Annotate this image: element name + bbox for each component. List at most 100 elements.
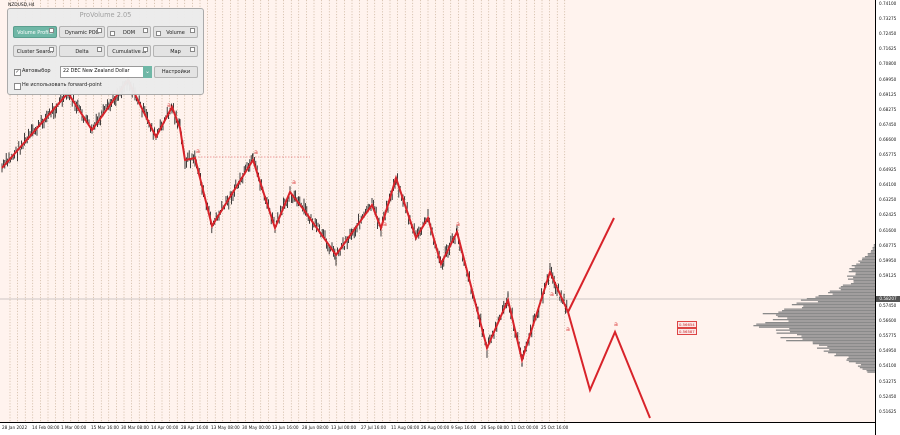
symbol-select[interactable]: 22 DEC New Zealand Dollar ⌄ — [60, 66, 152, 78]
provolume-panel: ProVolume 2.05 Volume Profile Dynamic PO… — [7, 8, 204, 95]
map-label: Map — [170, 49, 181, 55]
settings-button[interactable]: Настройки — [154, 66, 198, 78]
price-tick-label: 0.67450 — [879, 121, 897, 127]
profile-bar — [818, 344, 875, 346]
profile-bar — [789, 328, 875, 330]
forward-point-label: Не использовать forward-point — [22, 82, 102, 88]
profile-bar — [862, 368, 875, 370]
wave-marks: a a a a a a a a a — [167, 101, 618, 333]
profile-bar — [780, 337, 875, 339]
profile-bar — [796, 302, 875, 304]
profile-bar — [753, 325, 875, 327]
price-tick-label: 0.54950 — [879, 348, 897, 354]
profile-bar — [859, 367, 875, 369]
profile-bar — [872, 248, 875, 250]
time-tick-label: 1 Mar 00:00 — [61, 425, 87, 430]
level-tag-lower: 0.56587 — [677, 328, 697, 335]
profile-bar — [782, 310, 875, 312]
profile-bar — [834, 355, 875, 357]
time-tick-label: 26 Sep 08:00 — [481, 425, 509, 430]
profile-bar — [858, 260, 875, 262]
profile-bar — [812, 341, 875, 343]
profile-bar — [829, 349, 875, 351]
price-tick-label: 0.68275 — [879, 106, 897, 112]
projection-down — [567, 311, 651, 419]
profile-bar — [778, 311, 875, 313]
profile-bar — [870, 250, 875, 252]
wave-mark: a — [254, 148, 258, 156]
price-tick-label: 0.74100 — [879, 1, 897, 6]
profile-bar — [815, 296, 875, 298]
time-axis[interactable]: 28 Jan 2022 14 Feb 08:00 1 Mar 00:00 15 Mar… — [0, 422, 875, 435]
profile-bar — [784, 308, 875, 310]
profile-bar — [848, 271, 875, 273]
profile-bar — [872, 247, 875, 249]
dynamic-poc-label: Dynamic POC — [64, 30, 100, 36]
price-tick-label: 0.73275 — [879, 16, 897, 22]
price-tick-label: 0.69950 — [879, 76, 897, 82]
checkbox-icon — [156, 31, 161, 36]
profile-bar — [857, 365, 875, 367]
price-tick-label: 0.60775 — [879, 242, 897, 248]
symbol-label: NZDUSD,H4 — [8, 3, 35, 8]
wave-mark: a — [383, 220, 387, 228]
profile-bar — [823, 350, 875, 352]
profile-bar — [775, 329, 875, 331]
profile-bar — [787, 317, 875, 319]
profile-bar — [788, 320, 875, 322]
price-tick-label: 0.65775 — [879, 152, 897, 157]
profile-bar — [817, 301, 875, 303]
profile-bar — [840, 286, 875, 288]
profile-bar — [866, 370, 875, 372]
profile-bar — [786, 340, 875, 342]
price-tick-label: 0.62425 — [879, 212, 897, 218]
checkbox-icon — [49, 47, 54, 52]
volume-profile-button[interactable]: Volume Profile — [13, 26, 57, 38]
delta-label: Delta — [75, 49, 89, 55]
volume-button[interactable]: Volume — [153, 26, 198, 38]
profile-bar — [873, 245, 875, 247]
price-tick-label: 0.57450 — [879, 303, 897, 308]
profile-bar — [818, 295, 875, 297]
profile-bar — [777, 316, 875, 318]
price-tick-label: 0.61600 — [879, 227, 897, 233]
delta-button[interactable]: Delta — [59, 45, 105, 57]
dynamic-poc-button[interactable]: Dynamic POC — [59, 26, 105, 38]
wave-mark: a — [456, 220, 460, 228]
chevron-down-icon[interactable]: ⌄ — [143, 66, 152, 78]
profile-bar — [827, 346, 875, 348]
profile-bar — [832, 293, 875, 295]
profile-bar — [835, 353, 875, 355]
map-button[interactable]: Map — [153, 45, 198, 57]
auto-select-checkbox[interactable]: ✓ — [14, 69, 21, 76]
profile-bar — [850, 283, 875, 285]
price-tick-label: 0.69125 — [879, 91, 897, 97]
profile-bar — [855, 362, 875, 364]
time-tick-label: 9 Sep 16:00 — [451, 425, 477, 430]
wave-mark: a — [550, 290, 554, 298]
time-tick-label: 27 Jul 16:00 — [361, 425, 387, 430]
forward-point-checkbox[interactable] — [14, 83, 21, 90]
profile-bar — [856, 263, 875, 265]
profile-bar — [762, 313, 875, 315]
dom-label: DOM — [122, 30, 136, 36]
profile-bar — [829, 290, 875, 292]
price-axis[interactable]: 0.74100 0.73275 0.72450 0.71625 0.70800 0.699… — [875, 0, 900, 435]
price-tick-label: 0.59125 — [879, 272, 897, 278]
profile-bar — [800, 299, 875, 301]
profile-bar — [816, 347, 875, 349]
cluster-search-button[interactable]: Cluster Search — [13, 45, 57, 57]
profile-bar — [847, 278, 875, 280]
cumulative-delta-button[interactable]: Cumulative Δ — [107, 45, 151, 57]
current-price-label: 0.58207 — [876, 296, 900, 302]
profile-bar — [867, 253, 875, 255]
profile-bar — [803, 305, 875, 307]
profile-bar — [848, 356, 875, 358]
dom-button[interactable]: DOM — [107, 26, 151, 38]
checkbox-icon — [97, 28, 102, 33]
wave-mark: a — [167, 101, 171, 109]
profile-bar — [772, 319, 875, 321]
time-tick-label: 15 Mar 16:00 — [91, 425, 119, 430]
price-tick-label: 0.63250 — [879, 197, 897, 203]
time-tick-label: 30 May 00:00 — [242, 425, 271, 430]
